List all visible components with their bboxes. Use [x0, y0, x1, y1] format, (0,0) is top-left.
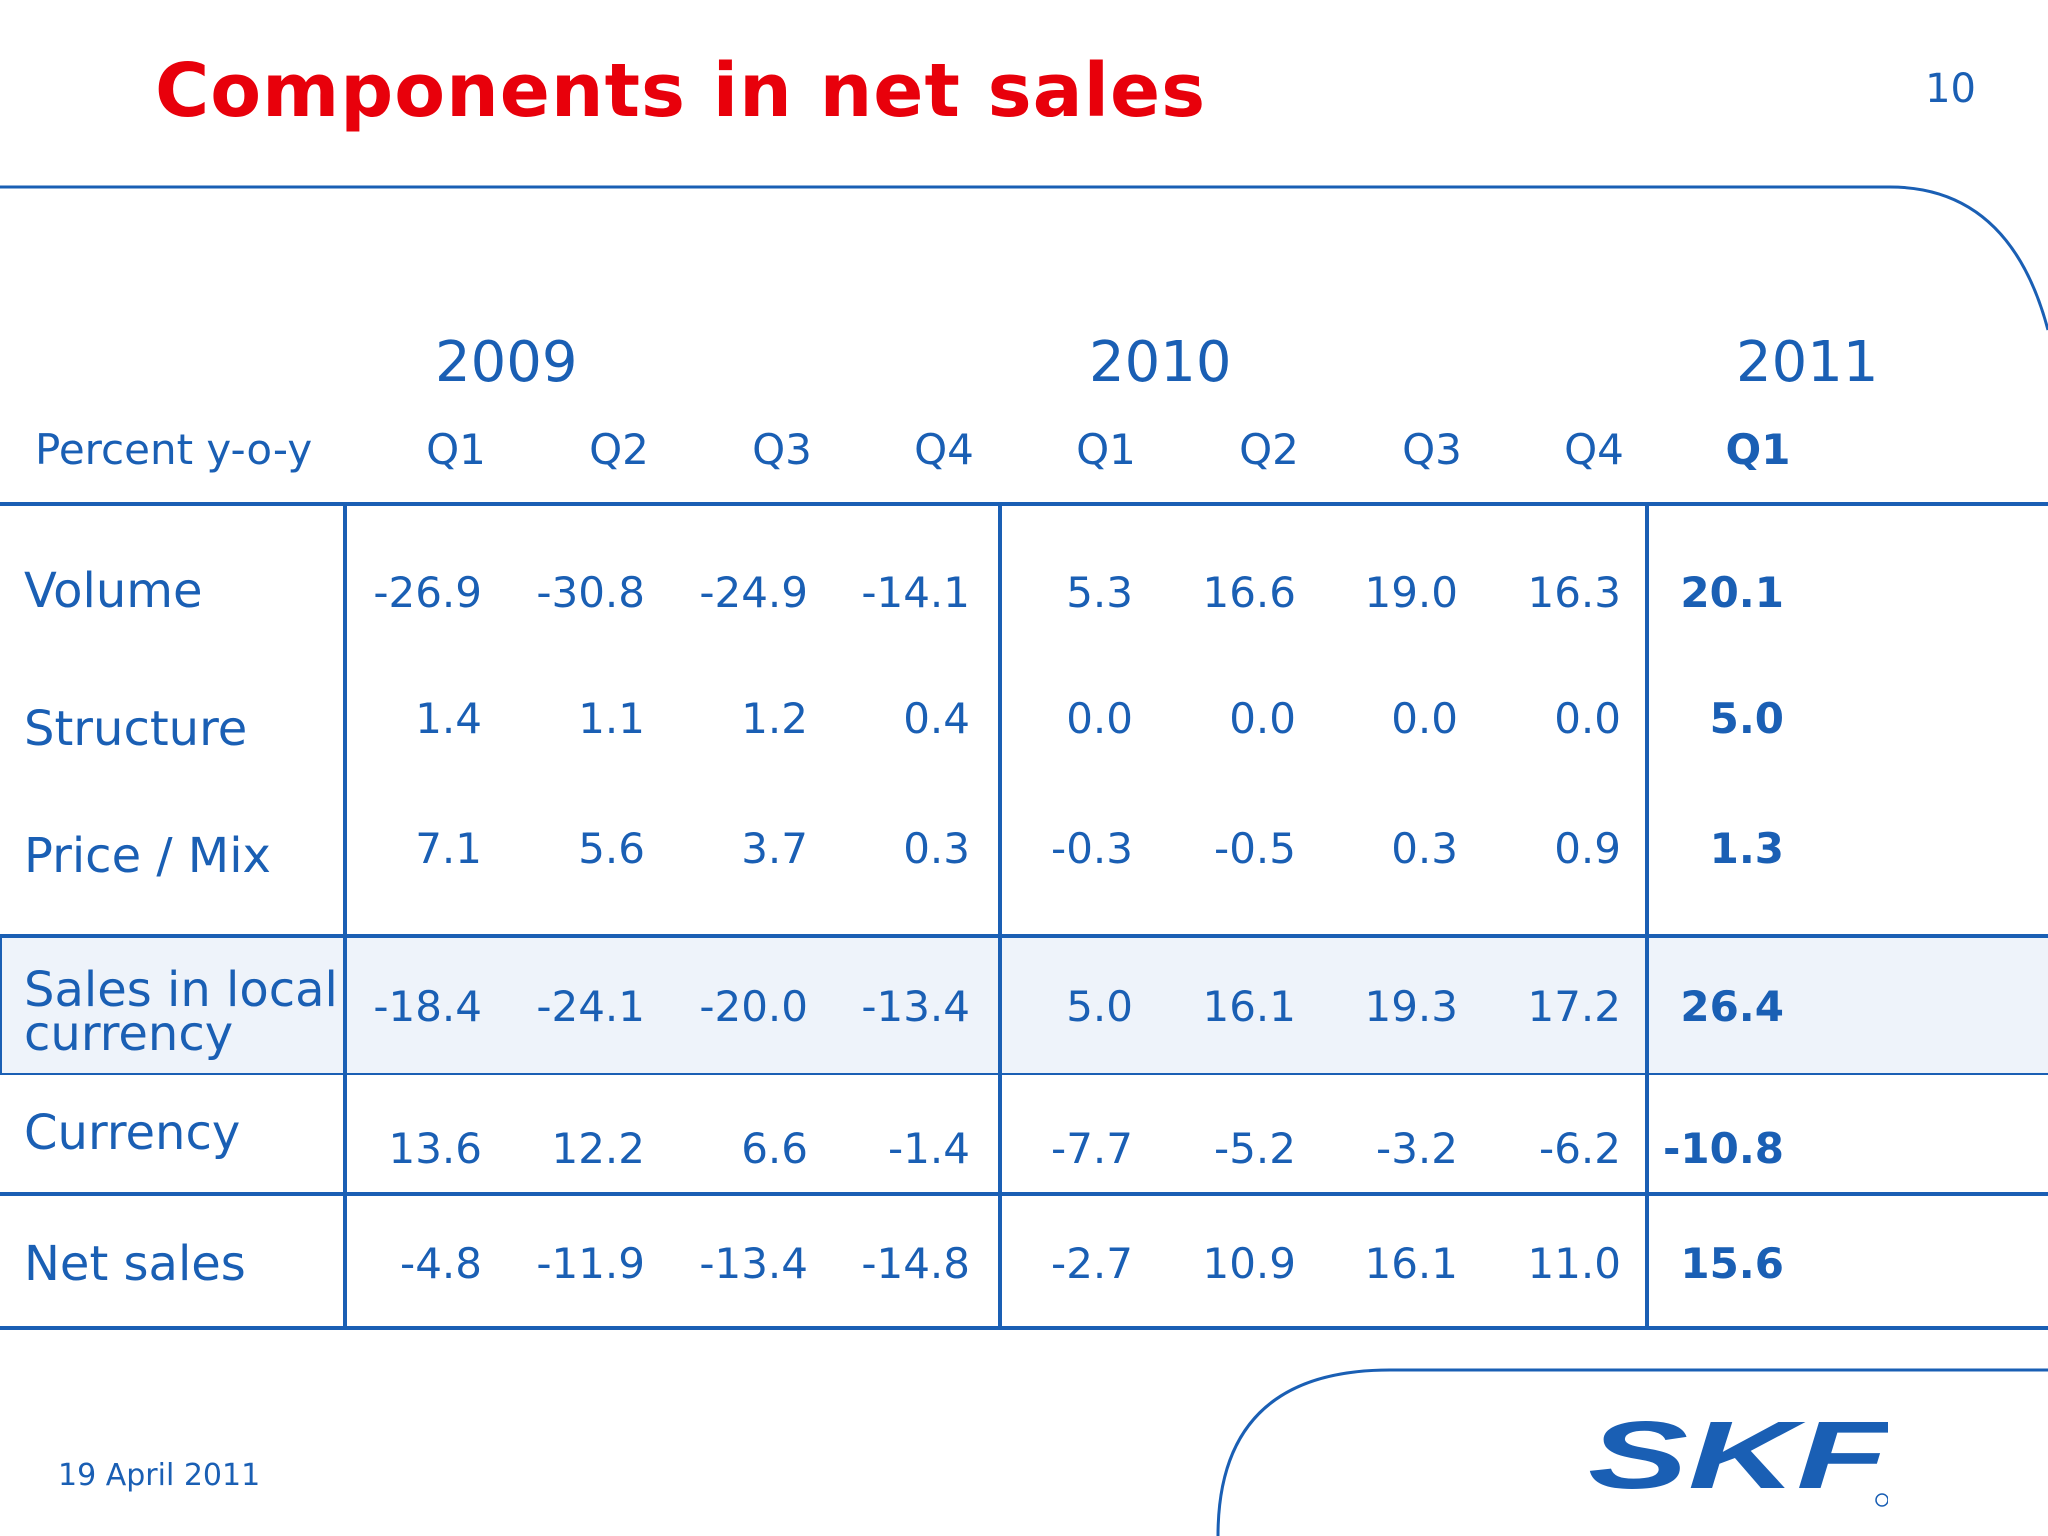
table-bottom-rule: [0, 1326, 2048, 1330]
table-cell: 16.6: [1202, 568, 1296, 617]
column-divider: [998, 502, 1002, 1330]
year-2009: 2009: [435, 330, 578, 395]
page-number: 10: [1925, 66, 1976, 112]
year-2010: 2010: [1089, 330, 1232, 395]
table-cell: -5.2: [1214, 1124, 1296, 1173]
quarter-header: Q2: [1239, 425, 1299, 474]
table-cell: -10.8: [1662, 1124, 1784, 1173]
table-cell: 5.0: [1066, 982, 1133, 1031]
table-cell: -30.8: [536, 568, 645, 617]
quarter-header: Q3: [1402, 425, 1462, 474]
table-cell: -24.1: [536, 982, 645, 1031]
table-cell: 11.0: [1527, 1239, 1621, 1288]
quarter-header: Q1: [1076, 425, 1136, 474]
row-label-price-mix: Price / Mix: [24, 828, 271, 884]
quarter-header: Q3: [752, 425, 812, 474]
quarter-header: Q1: [426, 425, 486, 474]
table-cell: 6.6: [741, 1124, 808, 1173]
table-cell: -14.8: [861, 1239, 970, 1288]
table-cell: 0.4: [903, 694, 970, 743]
table-cell: 0.0: [1554, 694, 1621, 743]
table-cell: -3.2: [1376, 1124, 1458, 1173]
table-cell: -0.3: [1051, 824, 1133, 873]
table-cell: 15.6: [1680, 1239, 1784, 1288]
table-cell: -24.9: [699, 568, 808, 617]
table-cell: 17.2: [1527, 982, 1621, 1031]
highlight-left-border: [0, 936, 2, 1074]
table-cell: 0.3: [1391, 824, 1458, 873]
table-cell: 20.1: [1680, 568, 1784, 617]
footer-date: 19 April 2011: [58, 1458, 261, 1493]
table-cell: -0.5: [1214, 824, 1296, 873]
table-cell: -14.1: [861, 568, 970, 617]
table-cell: -13.4: [861, 982, 970, 1031]
row-label-net-sales: Net sales: [24, 1236, 246, 1292]
table-cell: -4.8: [400, 1239, 482, 1288]
table-cell: -1.4: [888, 1124, 970, 1173]
table-cell: 5.6: [578, 824, 645, 873]
row-label-sales-local-line1: Sales in local: [24, 962, 338, 1018]
table-cell: 16.1: [1364, 1239, 1458, 1288]
table-cell: 0.0: [1391, 694, 1458, 743]
quarter-header: Q4: [1564, 425, 1624, 474]
table-cell: 1.4: [415, 694, 482, 743]
table-cell: 3.7: [741, 824, 808, 873]
table-cell: 1.2: [741, 694, 808, 743]
table-cell: 5.3: [1066, 568, 1133, 617]
quarter-header: Q4: [914, 425, 974, 474]
table-cell: 16.1: [1202, 982, 1296, 1031]
row-label-currency: Currency: [24, 1105, 241, 1161]
quarter-header: Q2: [589, 425, 649, 474]
table-cell: 19.3: [1364, 982, 1458, 1031]
highlight-row-background: [0, 936, 2048, 1074]
page-title: Components in net sales: [155, 48, 1207, 134]
row-rule: [0, 934, 2048, 938]
header-rule: [0, 502, 2048, 506]
table-cell: 0.0: [1066, 694, 1133, 743]
table-cell: 5.0: [1709, 694, 1784, 743]
table-cell: -20.0: [699, 982, 808, 1031]
table-cell: 16.3: [1527, 568, 1621, 617]
table-cell: 1.1: [578, 694, 645, 743]
table-cell: 1.3: [1709, 824, 1784, 873]
table-cell: -18.4: [373, 982, 482, 1031]
table-cell: -7.7: [1051, 1124, 1133, 1173]
table-cell: 0.0: [1229, 694, 1296, 743]
skf-logo: SKF: [1588, 1418, 1888, 1509]
row-label-structure: Structure: [24, 701, 248, 757]
table-cell: -26.9: [373, 568, 482, 617]
column-divider: [1645, 502, 1649, 1330]
table-cell: -13.4: [699, 1239, 808, 1288]
quarter-header: Q1: [1725, 425, 1791, 474]
table-cell: 0.9: [1554, 824, 1621, 873]
table-cell: 7.1: [415, 824, 482, 873]
table-cell: 10.9: [1202, 1239, 1296, 1288]
table-cell: 26.4: [1680, 982, 1784, 1031]
column-divider: [343, 502, 347, 1330]
svg-text:SKF: SKF: [1588, 1418, 1888, 1509]
table-cell: -2.7: [1051, 1239, 1133, 1288]
table-cell: -11.9: [536, 1239, 645, 1288]
row-label-sales-local-line2: currency: [24, 1006, 234, 1062]
row-label-volume: Volume: [24, 563, 203, 619]
row-rule: [0, 1073, 2048, 1075]
table-cell: 19.0: [1364, 568, 1458, 617]
table-cell: -6.2: [1539, 1124, 1621, 1173]
table-cell: 12.2: [551, 1124, 645, 1173]
row-rule: [0, 1192, 2048, 1196]
table-cell: 13.6: [388, 1124, 482, 1173]
year-2011: 2011: [1736, 330, 1879, 395]
table-cell: 0.3: [903, 824, 970, 873]
unit-label: Percent y-o-y: [35, 425, 313, 474]
